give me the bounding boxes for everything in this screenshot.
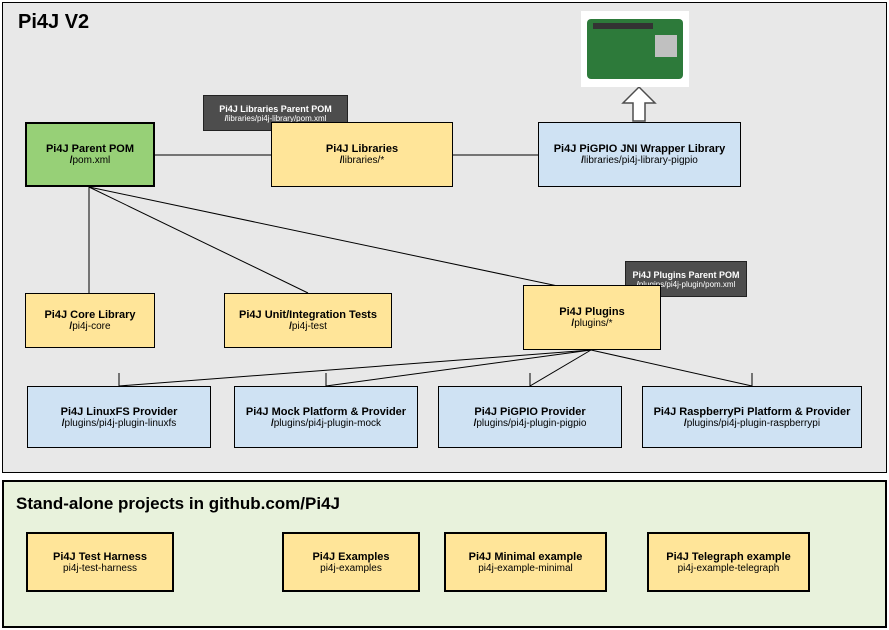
raspberry-pi-image	[581, 11, 689, 87]
box-label: Pi4J Plugins	[559, 306, 624, 318]
box-minimal: Pi4J Minimal example pi4j-example-minima…	[444, 532, 607, 592]
box-path: /plugins/pi4j-plugin-linuxfs	[62, 418, 177, 429]
box-label: Pi4J LinuxFS Provider	[61, 406, 178, 418]
box-sub: pi4j-example-telegraph	[678, 563, 780, 574]
box-path: /plugins/pi4j-plugin-raspberrypi	[684, 418, 820, 429]
box-label: Pi4J Telegraph example	[666, 551, 791, 563]
main-panel: Pi4J V2 Pi4J Parent POM /pom.xml Pi4J Li…	[2, 2, 887, 473]
box-label: Pi4J Test Harness	[53, 551, 147, 563]
box-label: Pi4J Minimal example	[469, 551, 583, 563]
box-path: /libraries/*	[340, 155, 384, 166]
standalone-title: Stand-alone projects in github.com/Pi4J	[16, 494, 340, 514]
box-label: Pi4J Libraries Parent POM	[219, 104, 332, 114]
box-path: /plugins/pi4j-plugin-mock	[271, 418, 381, 429]
box-label: Pi4J Unit/Integration Tests	[239, 309, 377, 321]
box-libraries: Pi4J Libraries /libraries/*	[271, 122, 453, 187]
box-label: Pi4J PiGPIO Provider	[474, 406, 585, 418]
box-pigpio-provider: Pi4J PiGPIO Provider /plugins/pi4j-plugi…	[438, 386, 622, 448]
box-label: Pi4J PiGPIO JNI Wrapper Library	[554, 143, 726, 155]
box-harness: Pi4J Test Harness pi4j-test-harness	[26, 532, 174, 592]
box-label: Pi4J Mock Platform & Provider	[246, 406, 406, 418]
box-linuxfs: Pi4J LinuxFS Provider /plugins/pi4j-plug…	[27, 386, 211, 448]
box-label: Pi4J Core Library	[44, 309, 135, 321]
box-telegraph: Pi4J Telegraph example pi4j-example-tele…	[647, 532, 810, 592]
box-tests: Pi4J Unit/Integration Tests /pi4j-test	[224, 293, 392, 348]
box-label: Pi4J Plugins Parent POM	[632, 270, 739, 280]
box-sub: pi4j-test-harness	[63, 563, 137, 574]
box-examples: Pi4J Examples pi4j-examples	[282, 532, 420, 592]
box-label: Pi4J RaspberryPi Platform & Provider	[654, 406, 851, 418]
box-mock: Pi4J Mock Platform & Provider /plugins/p…	[234, 386, 418, 448]
box-path: /pi4j-test	[289, 321, 327, 332]
box-pigpio-wrapper: Pi4J PiGPIO JNI Wrapper Library /librari…	[538, 122, 741, 187]
standalone-panel: Stand-alone projects in github.com/Pi4J …	[2, 480, 887, 628]
box-label: Pi4J Parent POM	[46, 143, 134, 155]
box-path: /pi4j-core	[69, 321, 110, 332]
box-path: /plugins/pi4j-plugin-pigpio	[474, 418, 587, 429]
box-label: Pi4J Libraries	[326, 143, 398, 155]
box-core: Pi4J Core Library /pi4j-core	[25, 293, 155, 348]
box-plugins: Pi4J Plugins /plugins/*	[523, 285, 661, 350]
box-sub: pi4j-examples	[320, 563, 382, 574]
box-parent-pom: Pi4J Parent POM /pom.xml	[25, 122, 155, 187]
box-label: Pi4J Examples	[312, 551, 389, 563]
box-path: /libraries/pi4j-library-pigpio	[581, 155, 698, 166]
box-raspberrypi: Pi4J RaspberryPi Platform & Provider /pl…	[642, 386, 862, 448]
box-path: /pom.xml	[70, 155, 111, 166]
box-path: /plugins/*	[571, 318, 612, 329]
box-sub: pi4j-example-minimal	[478, 563, 572, 574]
main-title: Pi4J V2	[18, 11, 89, 34]
